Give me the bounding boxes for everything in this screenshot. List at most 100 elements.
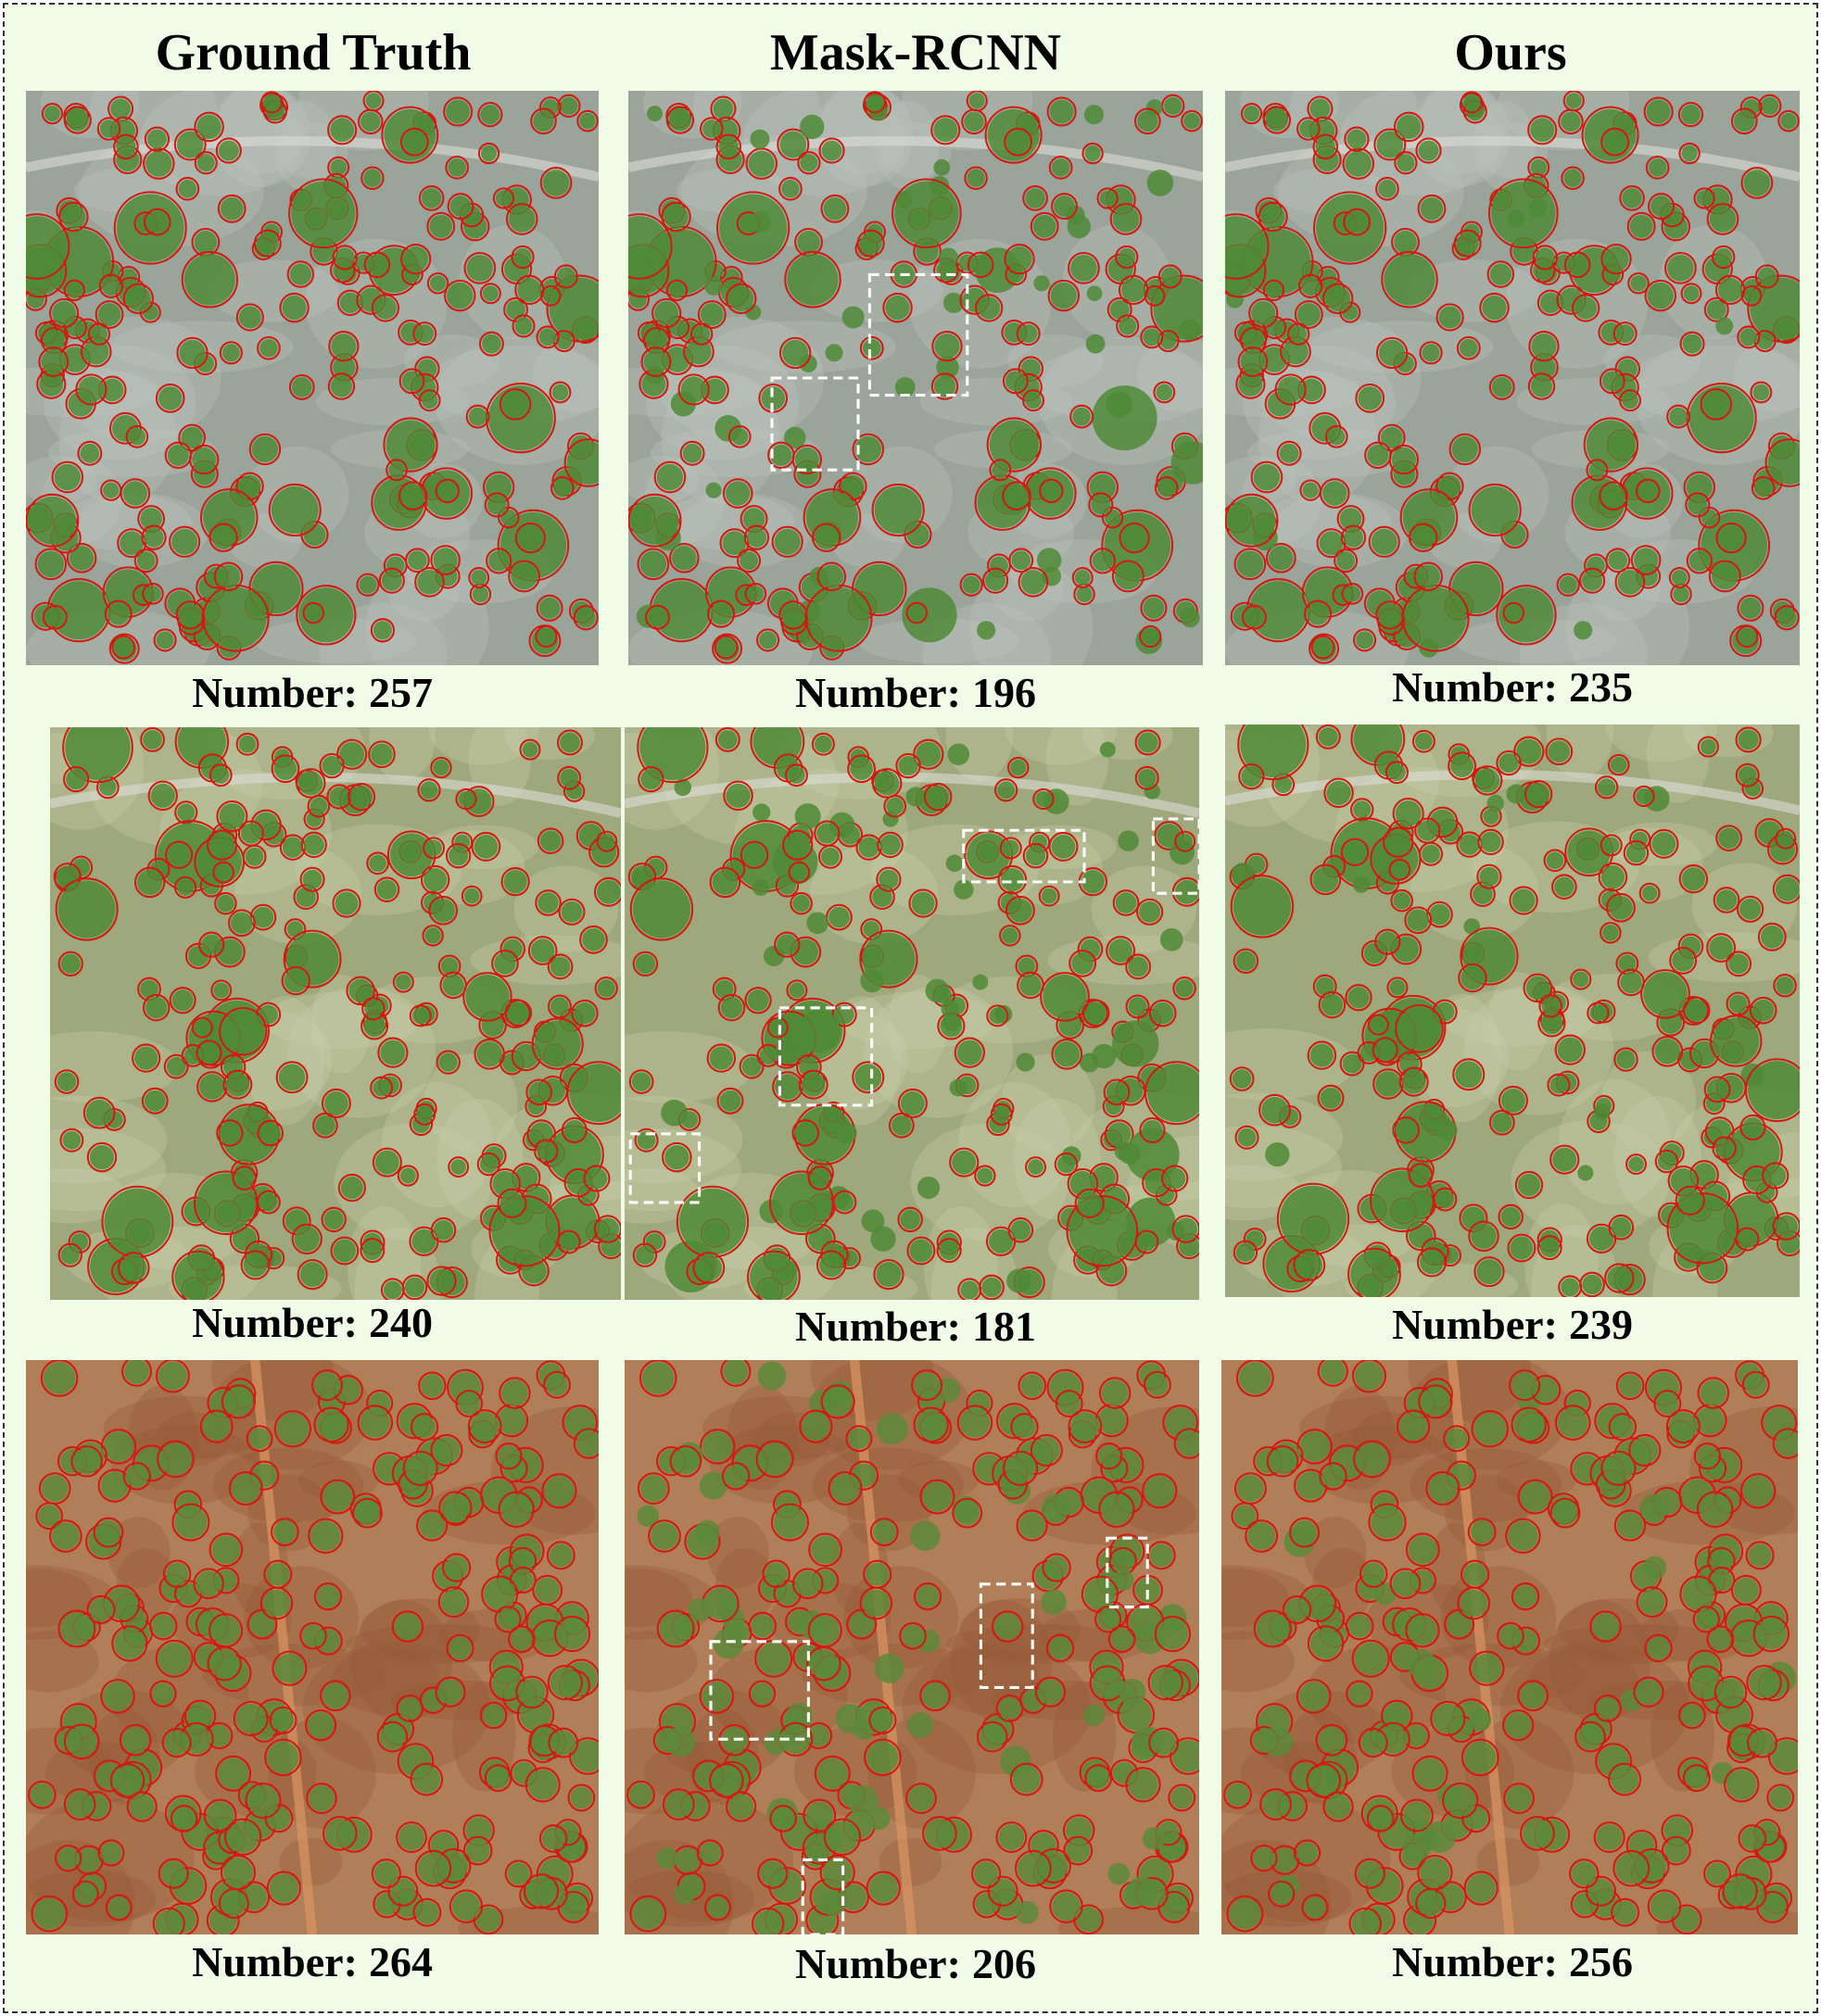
tree-crown	[1359, 1043, 1378, 1062]
tree-crown	[216, 564, 241, 589]
tree-crown	[1752, 384, 1770, 401]
tree-outline	[499, 388, 532, 421]
tree-crown	[497, 1608, 519, 1631]
tree-crown	[800, 114, 825, 140]
tree-crown	[412, 1416, 436, 1439]
tree-crown	[251, 435, 279, 463]
tree-outline	[209, 763, 233, 788]
tree-crown	[1358, 386, 1382, 410]
tree-crown	[449, 1636, 472, 1660]
tree-outline	[142, 993, 171, 1022]
tree-crown	[668, 108, 691, 132]
aerial-image	[1225, 724, 1800, 1297]
tree-outline	[486, 548, 512, 574]
tree-outline	[1739, 1473, 1777, 1509]
tree-crown	[1508, 1520, 1538, 1551]
tree-crown	[1018, 957, 1036, 976]
tree-outline	[1678, 142, 1701, 165]
terrain-patch	[346, 1624, 535, 1664]
tree-outline	[1554, 1034, 1586, 1065]
tree-outline	[1625, 1153, 1647, 1176]
tree-outline	[1367, 1014, 1389, 1036]
tree-outline	[1644, 279, 1677, 312]
tree-crown	[1240, 349, 1266, 374]
tree-crown	[1343, 840, 1367, 863]
tree-outline	[196, 1040, 222, 1066]
tree-crown	[569, 1064, 621, 1123]
tree-crown	[415, 324, 435, 344]
tree-outline	[435, 478, 460, 504]
tree-crown	[178, 603, 202, 627]
tree-outline	[283, 929, 342, 989]
tree-crown	[1296, 1252, 1323, 1279]
tree-crown	[1137, 768, 1157, 788]
tree-crown	[269, 1873, 298, 1903]
tree-crown	[1032, 214, 1056, 238]
tree-crown	[276, 1413, 309, 1445]
tree-outline	[1343, 208, 1372, 236]
tree-crown	[217, 894, 234, 913]
terrain-patch	[1221, 1568, 1289, 1628]
tree-outline	[1116, 314, 1140, 338]
tree-crown	[1170, 441, 1203, 485]
tree-outline	[126, 1791, 158, 1822]
tree-crown	[1008, 898, 1032, 923]
tree-crown	[509, 206, 536, 233]
tree-crown	[199, 1074, 225, 1100]
tree-outline	[752, 1907, 785, 1934]
tree-crown	[630, 496, 679, 545]
tree-outline	[352, 1497, 383, 1529]
tree-crown	[306, 811, 322, 827]
tree-crown	[800, 154, 818, 172]
tree-crown	[171, 989, 194, 1012]
tree-crown	[1101, 1380, 1129, 1406]
tree-crown	[273, 1520, 297, 1544]
tree-outline	[1396, 1409, 1431, 1443]
tree-crown	[69, 546, 95, 571]
tree-crown	[570, 1786, 593, 1809]
tree-outline	[1230, 875, 1295, 939]
tree-outline	[1004, 244, 1035, 275]
tree-crown	[1393, 891, 1410, 910]
tree-crown	[282, 837, 303, 858]
tree-outline	[471, 831, 501, 862]
tree-crown	[1750, 1730, 1775, 1756]
tree-outline	[313, 1406, 349, 1443]
tree-crown	[1128, 997, 1147, 1016]
tree-crown	[1718, 827, 1739, 849]
tree-crown	[656, 463, 684, 491]
tree-crown	[902, 587, 957, 643]
tree-crown	[1471, 1223, 1497, 1249]
tree-outline	[1612, 321, 1638, 346]
tree-crown	[245, 847, 264, 866]
terrain-patch	[946, 1624, 1135, 1664]
tree-crown	[145, 150, 172, 177]
tree-outline	[567, 1783, 596, 1812]
tree-crown	[1464, 1741, 1497, 1774]
tree-crown	[661, 1099, 688, 1127]
tree-outline	[1669, 946, 1698, 975]
tree-crown	[1587, 556, 1605, 575]
tree-crown	[1470, 1520, 1494, 1544]
tree-crown	[1682, 1578, 1714, 1610]
tree-crown	[1115, 892, 1137, 914]
tree-outline	[1386, 976, 1409, 999]
tree-outline	[1098, 1491, 1135, 1529]
tree-crown	[166, 1056, 186, 1077]
tree-outline	[305, 1709, 337, 1742]
tree-outline	[122, 283, 154, 315]
tree-crown	[805, 1801, 834, 1830]
tree-outline	[1442, 1782, 1479, 1820]
tree-outline	[726, 283, 757, 315]
tree-outline	[1051, 193, 1078, 220]
tree-crown	[1302, 482, 1319, 498]
tree-outline	[1016, 1509, 1048, 1542]
tree-outline	[1245, 1519, 1279, 1553]
tree-crown	[1066, 1817, 1093, 1844]
tree-crown	[1463, 94, 1480, 111]
tree-crown	[1539, 292, 1562, 313]
tree-outline	[1225, 493, 1279, 548]
tree-crown	[120, 1254, 147, 1281]
tree-crown	[686, 338, 712, 365]
terrain-patch	[646, 345, 799, 460]
